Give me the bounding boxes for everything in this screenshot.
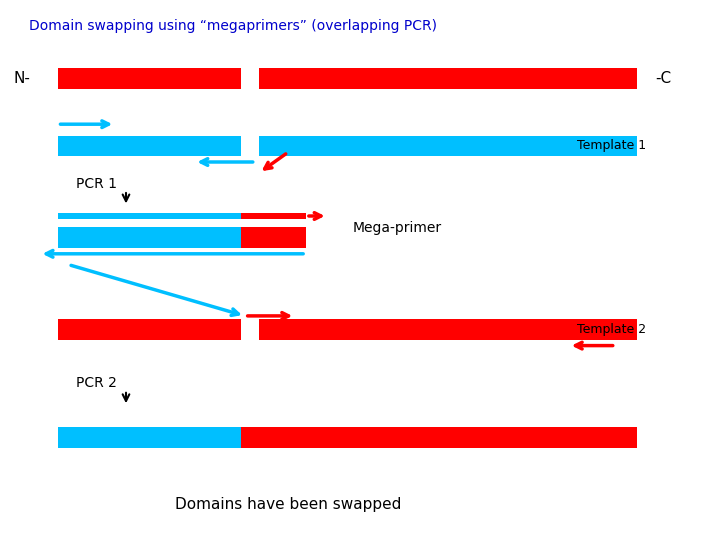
Text: Template 2: Template 2	[577, 323, 647, 336]
Text: N-: N-	[14, 71, 30, 86]
Bar	[58, 68, 241, 89]
Bar	[58, 136, 241, 156]
Bar	[259, 136, 637, 156]
Text: Mega-primer: Mega-primer	[353, 221, 442, 235]
Text: Domain swapping using “megaprimers” (overlapping PCR): Domain swapping using “megaprimers” (ove…	[29, 19, 437, 33]
Text: PCR 1: PCR 1	[76, 177, 117, 191]
Bar	[58, 319, 241, 340]
Text: PCR 2: PCR 2	[76, 376, 117, 390]
Text: -C: -C	[655, 71, 671, 86]
Bar	[259, 68, 637, 89]
Bar	[241, 227, 306, 248]
Bar	[58, 227, 241, 248]
Text: Domains have been swapped: Domains have been swapped	[175, 497, 401, 512]
Bar	[259, 319, 637, 340]
Bar	[241, 427, 637, 448]
Bar	[241, 213, 306, 219]
Bar	[58, 213, 241, 219]
Text: Template 1: Template 1	[577, 139, 647, 152]
Bar	[58, 427, 241, 448]
